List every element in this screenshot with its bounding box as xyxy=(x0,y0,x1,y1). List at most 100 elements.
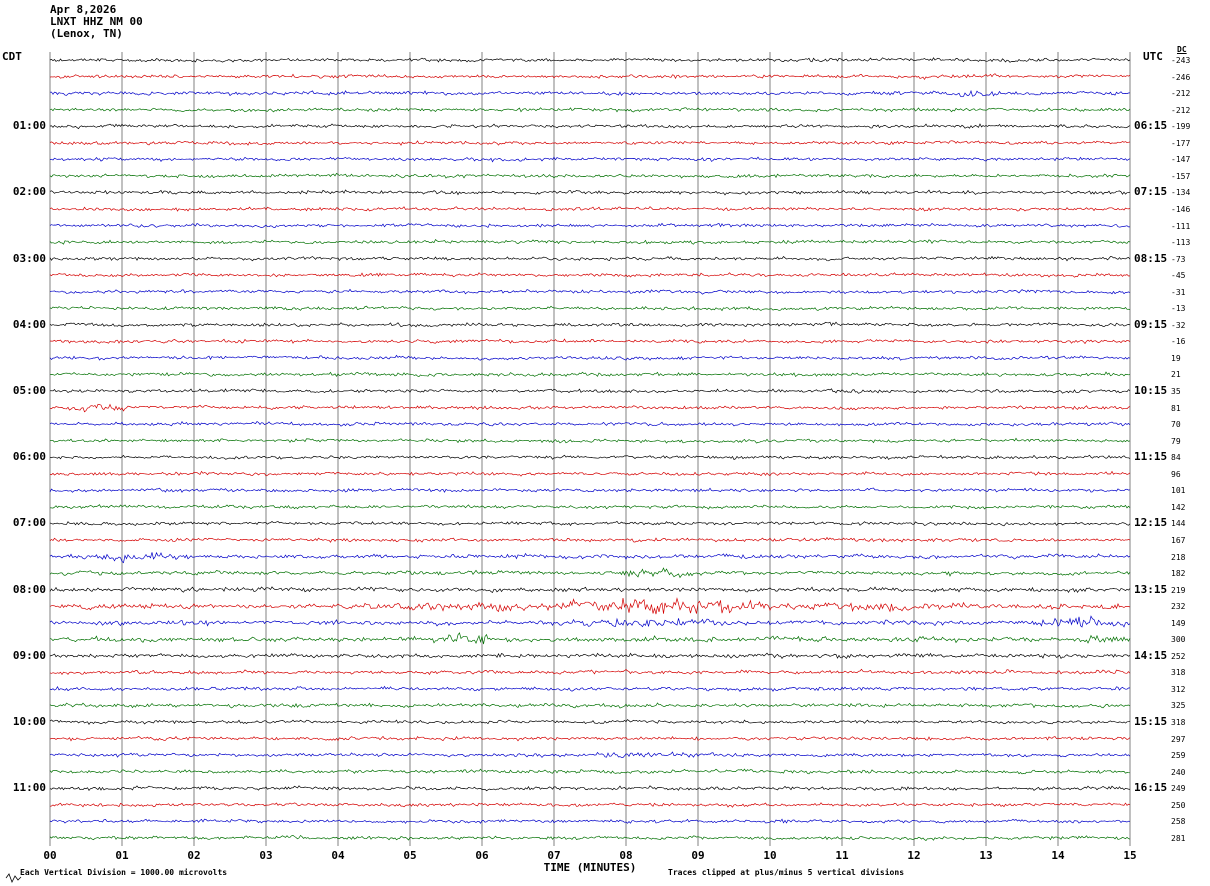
dc-value: -243 xyxy=(1171,56,1191,65)
dc-value: 149 xyxy=(1171,618,1186,628)
dc-value: 70 xyxy=(1171,420,1181,430)
minute-tick: 07 xyxy=(547,849,561,862)
trace-row-0 xyxy=(49,57,1131,63)
trace-row-31 xyxy=(49,567,1131,579)
trace-row-6 xyxy=(49,156,1131,163)
dc-value: -212 xyxy=(1171,89,1191,99)
minute-tick: 08 xyxy=(619,849,633,862)
trace-row-2 xyxy=(49,89,1131,98)
trace-row-25 xyxy=(49,470,1131,477)
dc-value: -199 xyxy=(1171,122,1191,132)
dc-value: -157 xyxy=(1171,171,1191,181)
dc-value: 167 xyxy=(1171,535,1186,545)
hour-label-cdt: 03:00 xyxy=(12,251,46,265)
right-timezone-label: UTC xyxy=(1143,50,1163,63)
trace-row-15 xyxy=(49,305,1131,312)
dc-value: -73 xyxy=(1171,254,1186,264)
dc-value: 81 xyxy=(1171,403,1181,413)
location-label: (Lenox, TN) xyxy=(50,27,123,40)
trace-row-30 xyxy=(49,551,1131,564)
trace-row-44 xyxy=(49,785,1131,792)
trace-row-8 xyxy=(49,189,1131,196)
minute-tick: 01 xyxy=(115,849,129,862)
dc-value: -134 xyxy=(1171,188,1191,198)
trace-row-22 xyxy=(49,420,1131,427)
trace-row-24 xyxy=(49,454,1131,460)
scale-note: Each Vertical Division = 1000.00 microvo… xyxy=(20,868,228,877)
hour-label-utc: 06:15 xyxy=(1134,119,1168,133)
dc-value: 101 xyxy=(1171,486,1186,496)
minute-tick: 04 xyxy=(331,849,345,862)
hour-label-cdt: 06:00 xyxy=(12,450,46,464)
trace-row-42 xyxy=(49,751,1131,758)
station-label: LNXT HHZ NM 00 xyxy=(50,15,143,28)
header: Apr 8,2026 LNXT HHZ NM 00 (Lenox, TN) xyxy=(50,4,143,40)
dc-value: 182 xyxy=(1171,569,1186,579)
dc-value: 19 xyxy=(1171,353,1181,363)
trace-row-12 xyxy=(49,255,1131,262)
minute-tick: 02 xyxy=(187,849,201,862)
dc-value: 219 xyxy=(1171,585,1186,595)
trace-row-26 xyxy=(49,487,1131,493)
trace-row-5 xyxy=(49,140,1131,146)
hour-label-utc: 16:15 xyxy=(1134,781,1168,795)
hour-label-utc: 08:15 xyxy=(1134,251,1168,265)
hour-label-utc: 14:15 xyxy=(1134,648,1168,662)
trace-row-40 xyxy=(49,719,1131,725)
dc-value: 79 xyxy=(1171,436,1181,446)
hour-label-cdt: 10:00 xyxy=(12,715,46,728)
trace-row-21 xyxy=(49,403,1131,413)
minute-gridlines xyxy=(49,52,1131,846)
corner-calibration-mark xyxy=(5,873,22,883)
hour-label-utc: 13:15 xyxy=(1134,582,1168,596)
trace-row-18 xyxy=(49,354,1131,361)
trace-row-13 xyxy=(49,272,1131,278)
trace-row-17 xyxy=(49,338,1131,345)
dc-value: -111 xyxy=(1171,221,1191,231)
minute-tick: 14 xyxy=(1051,849,1065,862)
trace-row-35 xyxy=(49,632,1131,645)
hour-label-cdt: 09:00 xyxy=(12,648,46,662)
dc-value: -31 xyxy=(1171,287,1186,297)
dc-value: -13 xyxy=(1171,304,1186,314)
trace-row-20 xyxy=(49,388,1131,394)
trace-row-46 xyxy=(49,818,1131,824)
dc-value: -32 xyxy=(1171,320,1186,330)
dc-value: 300 xyxy=(1171,635,1186,645)
dc-value: 252 xyxy=(1171,651,1186,661)
hour-label-cdt: 05:00 xyxy=(12,384,46,397)
dc-value: 144 xyxy=(1171,519,1186,529)
trace-row-19 xyxy=(49,371,1131,378)
minute-tick: 10 xyxy=(763,849,777,862)
hour-label-utc: 15:15 xyxy=(1134,715,1168,728)
trace-row-36 xyxy=(49,652,1131,659)
hour-label-cdt: 07:00 xyxy=(12,516,46,530)
minute-tick: 15 xyxy=(1123,849,1137,862)
trace-row-33 xyxy=(49,597,1131,615)
trace-row-9 xyxy=(49,206,1131,212)
dc-value: -212 xyxy=(1171,105,1191,115)
trace-row-3 xyxy=(49,107,1131,113)
hour-label-utc: 11:15 xyxy=(1134,450,1168,464)
dc-value: -16 xyxy=(1171,337,1186,347)
minute-tick: 09 xyxy=(691,849,705,862)
minute-tick: 13 xyxy=(979,849,993,862)
trace-row-27 xyxy=(49,504,1131,510)
trace-row-32 xyxy=(49,586,1131,594)
x-axis-title: TIME (MINUTES) xyxy=(543,861,637,874)
left-timezone-label: CDT xyxy=(2,50,22,63)
dc-value: 312 xyxy=(1171,684,1186,694)
trace-row-14 xyxy=(49,288,1131,295)
hour-label-cdt: 11:00 xyxy=(12,781,46,795)
trace-row-7 xyxy=(49,172,1131,179)
minute-tick: 03 xyxy=(259,849,273,862)
trace-row-16 xyxy=(49,321,1131,328)
hour-label-utc: 07:15 xyxy=(1134,185,1168,199)
minute-tick: 06 xyxy=(475,849,489,862)
clip-note: Traces clipped at plus/minus 5 vertical … xyxy=(668,868,905,877)
dc-value: -147 xyxy=(1171,155,1191,165)
dc-value: 318 xyxy=(1171,668,1186,678)
date-label: Apr 8,2026 xyxy=(50,3,117,16)
